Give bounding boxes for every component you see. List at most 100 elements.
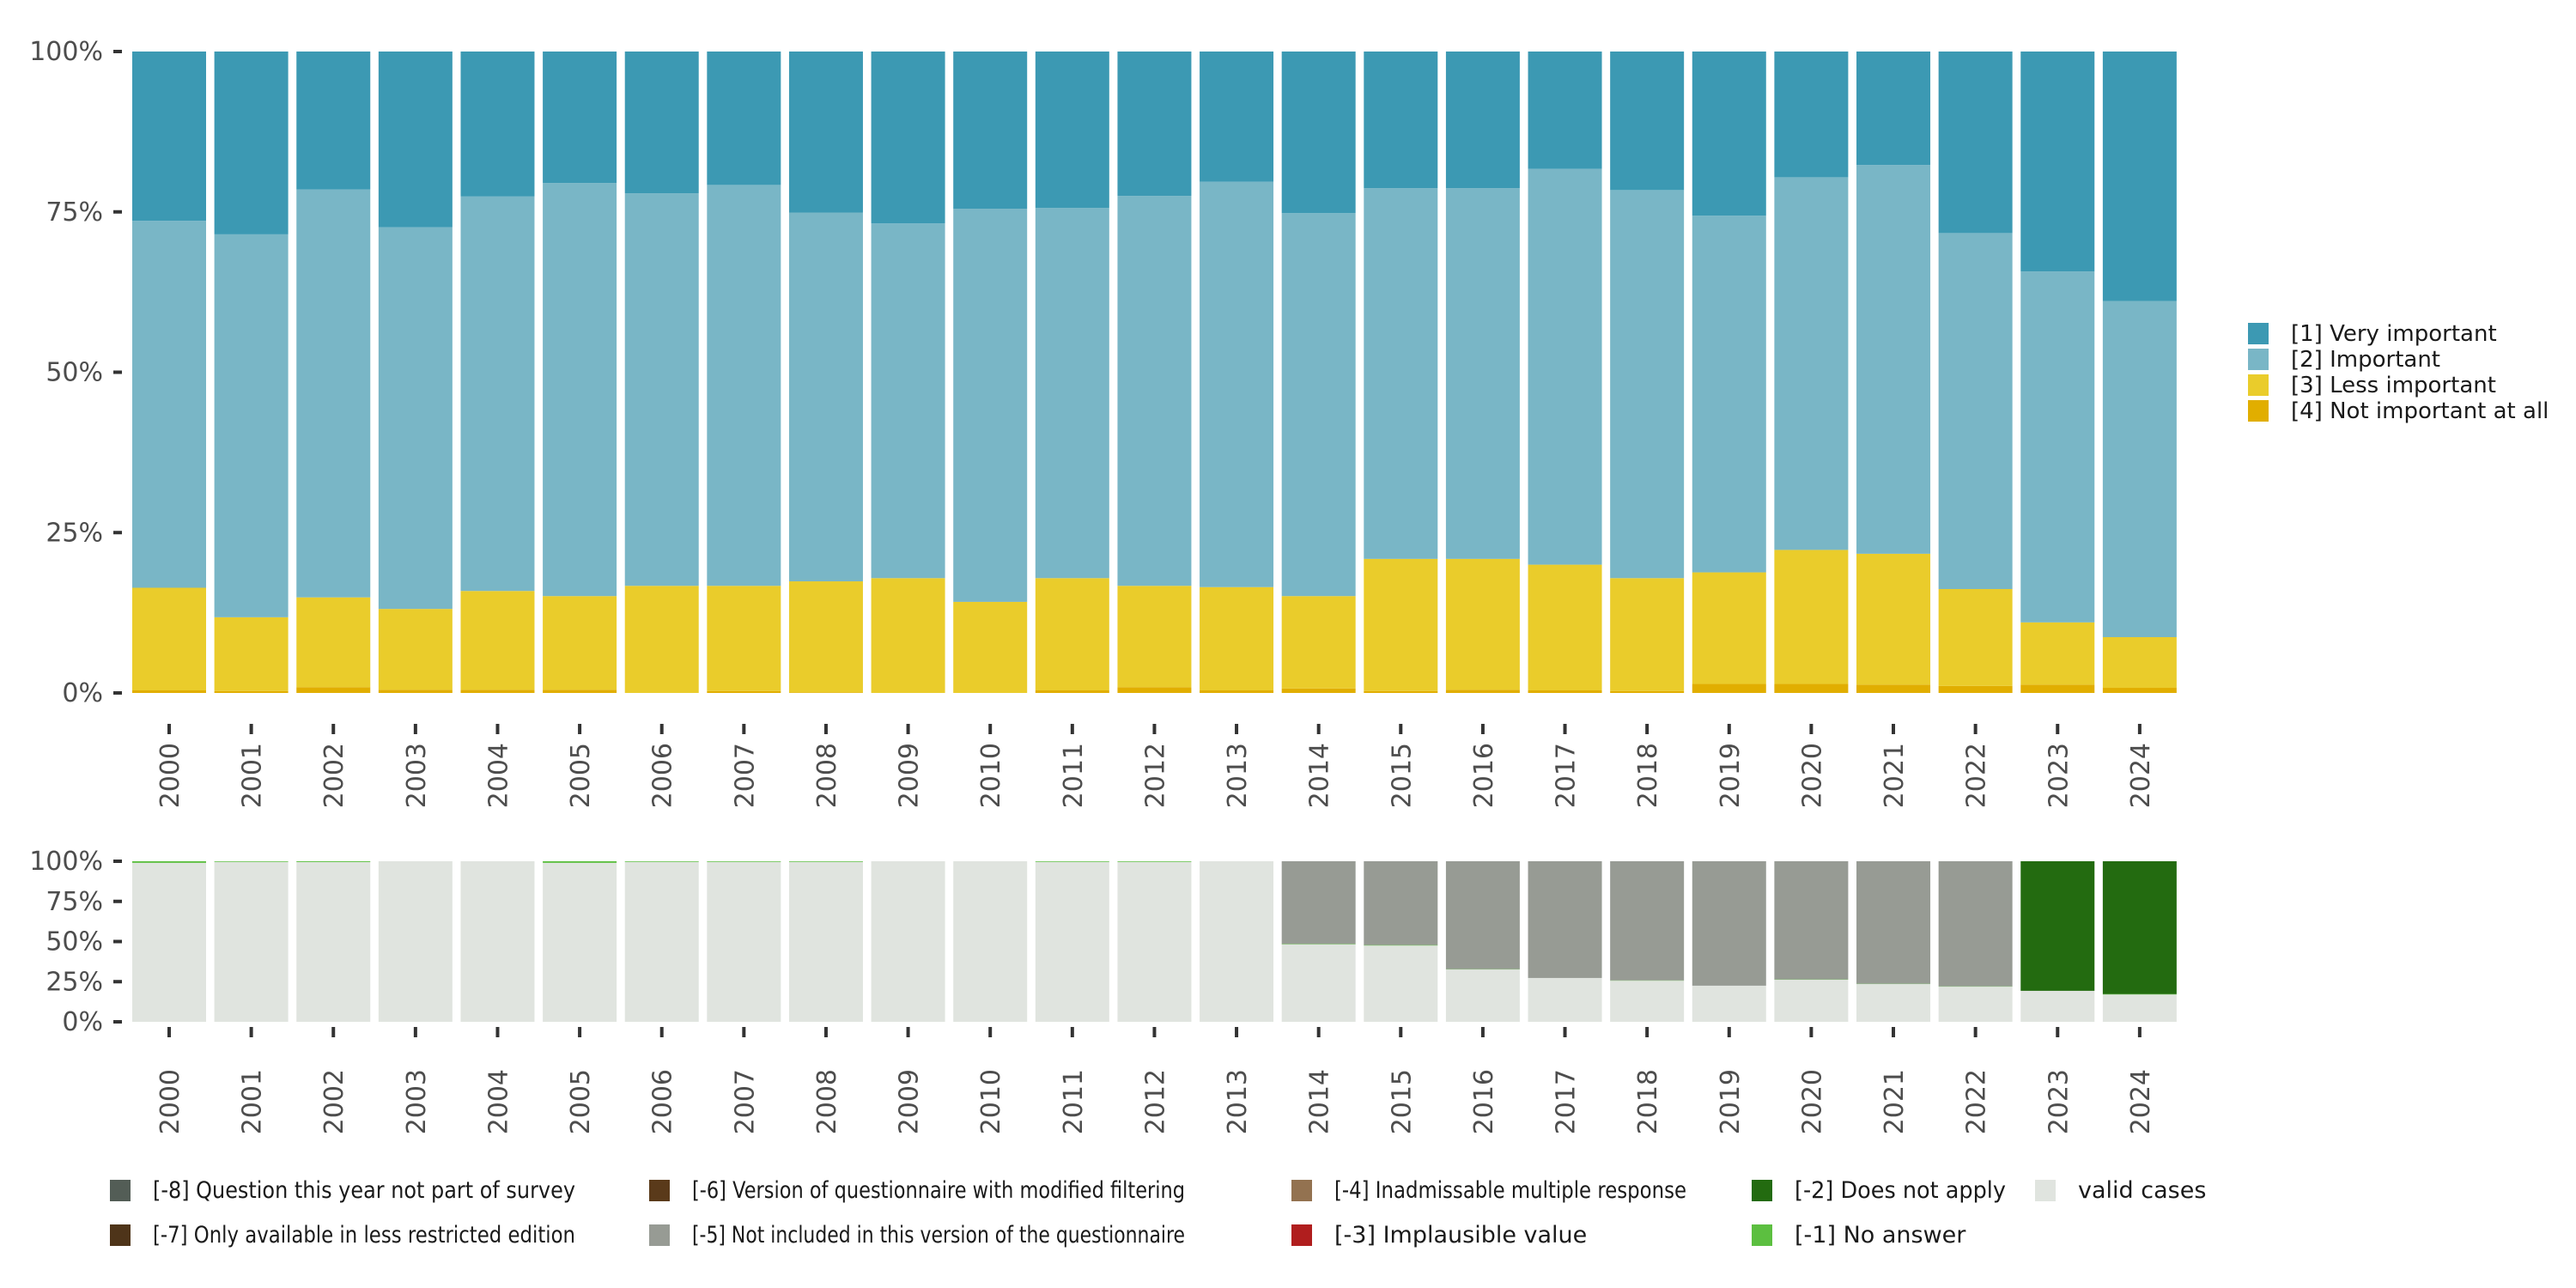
- bar-segment-4-not-important-at-all-2000: [132, 690, 206, 693]
- bar-segment-3-less-important-2015: [1364, 558, 1438, 691]
- bar-segment-1-very-important-2014: [1281, 52, 1356, 214]
- bar-segment-4-not-important-at-all-2021: [1856, 684, 1931, 693]
- bar-segment-valid-cases-2006: [624, 861, 699, 1022]
- x-tick-label: 2006: [648, 743, 678, 808]
- bar-segment-2-important-2019: [1692, 216, 1766, 573]
- bar-segment-3-less-important-2014: [1281, 596, 1356, 689]
- x-tick-label: 2015: [1387, 743, 1417, 808]
- x-tick-label: 2012: [1140, 1069, 1170, 1134]
- x-tick-label: 2003: [402, 743, 432, 808]
- x-tick-label: 2024: [2126, 743, 2156, 808]
- x-tick-label: 2023: [2044, 1069, 2074, 1134]
- top-y-axis: 0% 25% 50% 75% 100%: [29, 37, 122, 708]
- bar-segment-1-very-important-2009: [871, 52, 945, 224]
- bar-segment-4-not-important-at-all-2022: [1938, 685, 2013, 693]
- bar-segment-2-important-2007: [707, 185, 781, 586]
- bar-segment-4-not-important-at-all-2017: [1528, 690, 1602, 693]
- bar-segment-4-not-important-at-all-2007: [707, 690, 781, 693]
- legend-key-3-less-important: [2248, 374, 2269, 396]
- legend-label: [-5] Not included in this version of the…: [692, 1222, 1185, 1249]
- bar-segment-3-less-important-2005: [543, 596, 617, 690]
- bottom-x-axis: 2000 2001 2002 2003 2004 2005 2006 2007 2008 2009…: [155, 1027, 2156, 1134]
- bar-segment-1-very-important-2000: [132, 52, 206, 222]
- bar-segment-2-important-2000: [132, 221, 206, 588]
- bar-segment-1-very-important-2013: [1200, 52, 1274, 182]
- x-tick-label: 2021: [1880, 743, 1910, 808]
- bar-segment-2-does-not-apply-2024: [2102, 861, 2177, 994]
- bar-segment-1-no-answer-2000: [132, 861, 206, 863]
- top-legend: [1] Very important[2] Important[3] Less …: [2248, 321, 2549, 424]
- x-tick-label: 2002: [319, 743, 349, 808]
- legend-label: [4] Not important at all: [2291, 398, 2549, 424]
- bar-segment-valid-cases-2008: [788, 861, 863, 1022]
- x-tick-label: 2019: [1716, 743, 1746, 808]
- bar-segment-valid-cases-2019: [1692, 985, 1766, 1022]
- bar-segment-2-important-2017: [1528, 168, 1602, 565]
- legend-key-valid-cases: [2035, 1180, 2056, 1201]
- bar-segment-2-important-2009: [871, 223, 945, 579]
- x-tick-label: 2014: [1305, 743, 1335, 808]
- bar-segment-3-less-important-2002: [296, 597, 371, 688]
- bottom-missing-values-chart: 0% 25% 50% 75% 100% 2000 2001 2002 2003 2004 2005…: [29, 847, 2177, 1134]
- bar-segment-1-no-answer-2002: [296, 861, 371, 862]
- x-tick-label: 2002: [319, 1069, 349, 1134]
- bar-segment-3-less-important-2023: [2020, 622, 2095, 685]
- bar-segment-3-less-important-2013: [1200, 586, 1274, 691]
- bar-segment-3-less-important-2019: [1692, 572, 1766, 684]
- bar-segment-2-important-2021: [1856, 165, 1931, 554]
- bar-segment-4-not-important-at-all-2016: [1445, 690, 1520, 693]
- bar-segment-4-not-important-at-all-2024: [2102, 688, 2177, 693]
- bar-segment-valid-cases-2020: [1774, 980, 1849, 1022]
- bar-segment-4-not-important-at-all-2013: [1200, 690, 1274, 693]
- bar-segment-4-not-important-at-all-2023: [2020, 684, 2095, 693]
- x-tick-label: 2009: [895, 1069, 925, 1134]
- x-tick-label: 2007: [730, 1069, 760, 1134]
- bar-segment-5-not-included-in-this-version-of-the-questionnaire-2018: [1610, 861, 1685, 981]
- x-tick-label: 2018: [1633, 743, 1663, 808]
- x-tick-label: 2001: [238, 1069, 268, 1134]
- bar-segment-1-very-important-2004: [460, 52, 535, 197]
- legend-label: [-1] No answer: [1795, 1222, 1966, 1249]
- x-tick-label: 2020: [1797, 743, 1827, 808]
- bar-segment-valid-cases-2011: [1035, 861, 1109, 1022]
- legend-label: [-4] Inadmissable multiple response: [1334, 1177, 1686, 1204]
- bar-segment-valid-cases-2012: [1117, 861, 1192, 1022]
- bar-segment-valid-cases-2009: [871, 861, 945, 1022]
- bar-segment-4-not-important-at-all-2020: [1774, 683, 1849, 693]
- bar-segment-1-no-answer-2014: [1281, 944, 1356, 945]
- legend-key-8-question-this-year-not-part-of-survey: [110, 1180, 131, 1201]
- legend-label: [-2] Does not apply: [1795, 1177, 2006, 1204]
- bar-segment-valid-cases-2023: [2020, 990, 2095, 1022]
- bar-segment-1-very-important-2015: [1364, 52, 1438, 189]
- bar-segment-valid-cases-2001: [214, 861, 289, 1022]
- x-tick-label: 2006: [648, 1069, 678, 1134]
- bar-segment-2-important-2002: [296, 189, 371, 598]
- bar-segment-2-important-2013: [1200, 181, 1274, 587]
- legend-key-7-only-available-in-less-restricted-edition: [110, 1224, 131, 1246]
- bar-segment-5-not-included-in-this-version-of-the-questionnaire-2022: [1938, 861, 2013, 987]
- bar-segment-3-less-important-2016: [1445, 558, 1520, 690]
- bar-segment-1-very-important-2018: [1610, 52, 1685, 191]
- bar-segment-1-very-important-2002: [296, 52, 371, 190]
- bar-segment-1-very-important-2019: [1692, 52, 1766, 216]
- y-tick-label: 25%: [46, 967, 103, 997]
- x-tick-label: 2008: [812, 743, 842, 808]
- bar-segment-4-not-important-at-all-2015: [1364, 690, 1438, 693]
- bar-segment-1-very-important-2001: [214, 52, 289, 234]
- bar-segment-3-less-important-2004: [460, 591, 535, 690]
- x-tick-label: 2010: [976, 743, 1006, 808]
- bar-segment-5-not-included-in-this-version-of-the-questionnaire-2016: [1445, 861, 1520, 969]
- bar-segment-2-important-2008: [788, 212, 863, 582]
- x-tick-label: 2011: [1059, 1069, 1089, 1134]
- x-tick-label: 2022: [1962, 743, 1992, 808]
- bar-segment-1-very-important-2024: [2102, 52, 2177, 301]
- bar-segment-2-important-2022: [1938, 233, 2013, 589]
- bar-segment-3-less-important-2009: [871, 578, 945, 693]
- x-tick-label: 2014: [1305, 1069, 1335, 1134]
- bar-segment-4-not-important-at-all-2018: [1610, 690, 1685, 693]
- x-tick-label: 2020: [1797, 1069, 1827, 1134]
- bar-segment-5-not-included-in-this-version-of-the-questionnaire-2019: [1692, 861, 1766, 986]
- bar-segment-3-less-important-2008: [788, 581, 863, 693]
- x-tick-label: 2013: [1223, 743, 1253, 808]
